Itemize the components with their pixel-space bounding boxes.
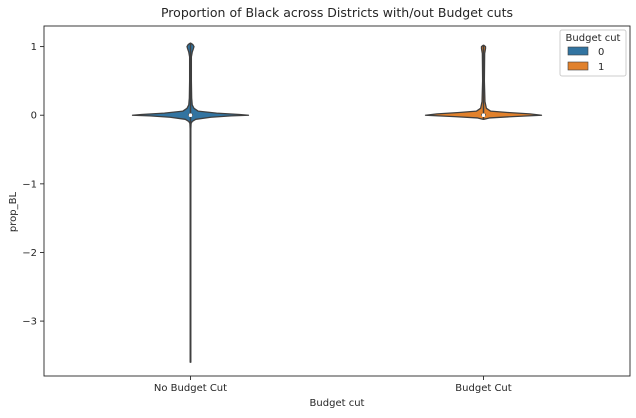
y-tick-label: −1 xyxy=(22,179,37,190)
legend-swatch xyxy=(567,61,589,71)
legend-swatch xyxy=(567,46,589,56)
plot-frame xyxy=(43,25,631,377)
legend-label: 0 xyxy=(598,47,604,58)
legend: Budget cut 0 1 xyxy=(559,29,627,77)
y-tick-label: 1 xyxy=(31,42,37,53)
y-tick-label: −2 xyxy=(22,248,37,259)
legend-title: Budget cut xyxy=(566,33,621,44)
y-tick-label: 0 xyxy=(31,111,37,122)
y-axis: 1 0 −1 −2 −3 xyxy=(22,42,44,328)
x-axis: No Budget Cut Budget Cut xyxy=(154,376,512,394)
x-axis-label: Budget cut xyxy=(310,398,365,409)
legend-label: 1 xyxy=(598,62,604,73)
x-tick-label: No Budget Cut xyxy=(154,383,227,394)
y-tick-label: −3 xyxy=(22,317,37,328)
violin-group xyxy=(424,44,543,120)
chart-title: Proportion of Black across Districts wit… xyxy=(161,5,513,20)
violin-median-dot xyxy=(188,113,193,118)
y-axis-label: prop_BL xyxy=(8,192,19,233)
plot-area xyxy=(131,42,543,363)
violin-median-dot xyxy=(481,113,486,118)
violin-group xyxy=(131,42,250,363)
x-tick-label: Budget Cut xyxy=(455,383,511,394)
